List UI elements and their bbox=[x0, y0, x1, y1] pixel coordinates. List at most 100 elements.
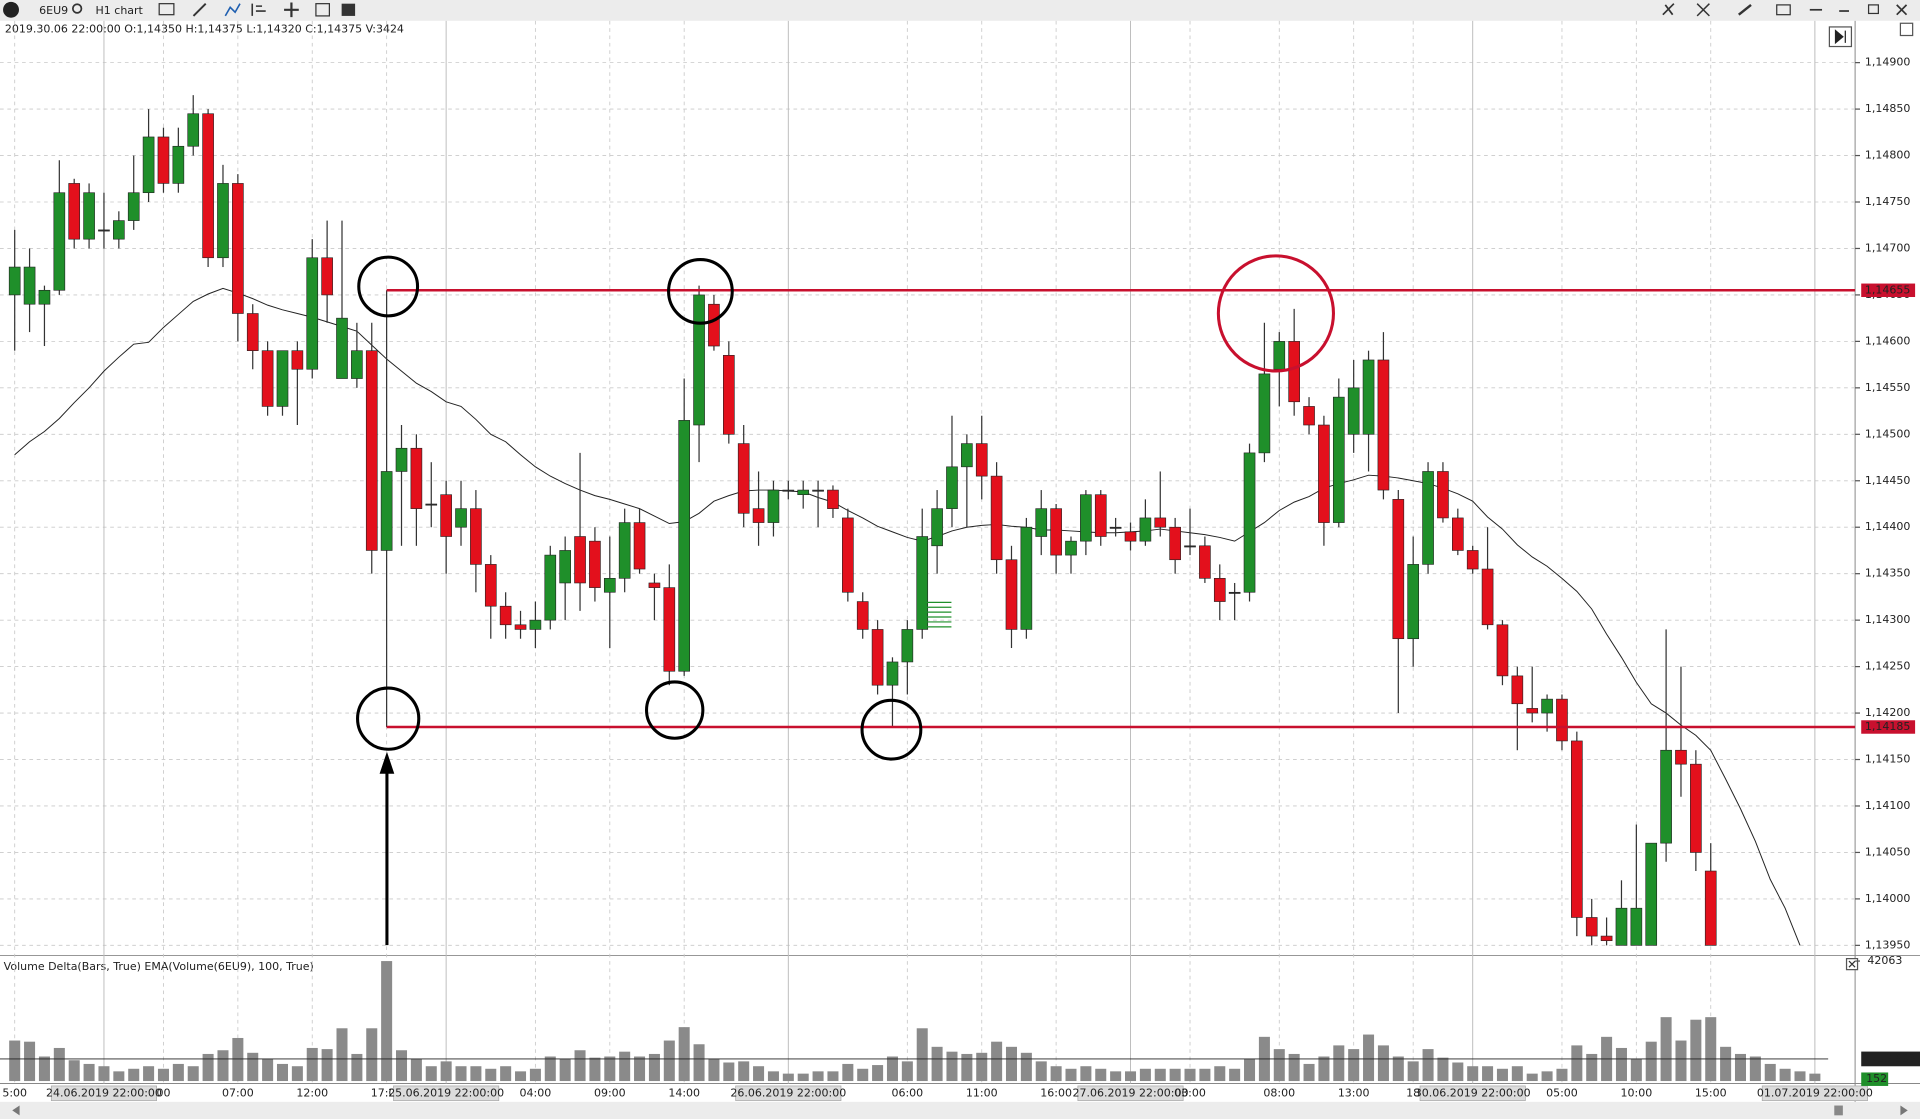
candle-body bbox=[470, 508, 482, 565]
scroll-thumb[interactable] bbox=[1834, 1105, 1843, 1116]
level-label: 1,14655 bbox=[1865, 283, 1911, 296]
add-icon[interactable] bbox=[284, 2, 299, 18]
candle-body bbox=[1645, 842, 1658, 946]
maximize-button[interactable] bbox=[1867, 4, 1879, 15]
candle-body bbox=[842, 517, 854, 593]
candle-body bbox=[1481, 568, 1494, 626]
x-tick-label: 03:00 bbox=[1174, 1086, 1206, 1099]
candle-body bbox=[261, 350, 274, 407]
candle-body bbox=[23, 266, 36, 305]
cross-icon[interactable] bbox=[1696, 3, 1710, 17]
x-tick-label: 05:00 bbox=[1546, 1086, 1578, 1099]
volume-bar bbox=[1571, 1045, 1583, 1082]
y-tick-label: 1,14000 bbox=[1865, 892, 1911, 905]
x-tick-label: 11:00 bbox=[966, 1086, 998, 1099]
volume-bar bbox=[336, 1028, 348, 1082]
x-tick-label: 10:00 bbox=[1620, 1086, 1652, 1099]
candle-body bbox=[603, 578, 616, 593]
search-icon[interactable] bbox=[72, 3, 83, 14]
candle-body bbox=[1392, 499, 1405, 640]
level-flag bbox=[1861, 720, 1916, 734]
volume-bar bbox=[1467, 1066, 1479, 1082]
candle-body bbox=[484, 564, 497, 607]
candle-body bbox=[574, 536, 586, 584]
candle-body bbox=[1020, 526, 1033, 630]
candle-body bbox=[797, 489, 810, 496]
candle-body bbox=[1690, 763, 1702, 853]
volume-bar bbox=[1675, 1040, 1687, 1082]
volume-bar bbox=[68, 1060, 80, 1082]
volume-bar bbox=[172, 1063, 184, 1082]
volume-bar bbox=[1184, 1068, 1196, 1082]
volume-bar bbox=[767, 1071, 779, 1082]
window-icon[interactable] bbox=[315, 3, 330, 17]
x-tick-label: 16:00 bbox=[1040, 1086, 1072, 1099]
volume-bar bbox=[262, 1059, 274, 1082]
volume-bar bbox=[500, 1066, 512, 1082]
chart-type-icon[interactable] bbox=[158, 3, 175, 16]
volume-bar bbox=[1749, 1056, 1761, 1082]
volume-bar bbox=[1615, 1047, 1627, 1082]
scroll-to-end-icon[interactable] bbox=[1834, 29, 1846, 45]
volume-bar bbox=[1392, 1056, 1404, 1082]
volume-bar bbox=[83, 1063, 95, 1082]
camera-icon[interactable] bbox=[1776, 4, 1791, 16]
candle-body bbox=[1213, 578, 1226, 602]
volume-bar bbox=[1407, 1061, 1419, 1082]
y-tick-label: 1,14050 bbox=[1865, 845, 1911, 858]
indicator-close-icon[interactable] bbox=[1848, 960, 1856, 968]
timeframe[interactable]: H1 chart bbox=[96, 4, 144, 17]
layout-icon[interactable] bbox=[251, 3, 266, 16]
link-icon[interactable] bbox=[1738, 3, 1752, 16]
volume-bar bbox=[276, 1063, 288, 1082]
tool-icon[interactable] bbox=[1662, 3, 1675, 16]
grid-layer: 1,14900 1,14850 1,14800 1,14750 1,14700 1,146… bbox=[0, 20, 1911, 1102]
y-tick-label: 1,14100 bbox=[1865, 799, 1911, 812]
volume-bar bbox=[1779, 1068, 1791, 1082]
app-logo[interactable] bbox=[3, 1, 19, 18]
level-label: 1,14185 bbox=[1865, 720, 1911, 733]
symbol[interactable]: 6EU9 bbox=[39, 4, 68, 17]
volume-bar bbox=[1214, 1066, 1226, 1082]
x-tick-label: 18 bbox=[1406, 1086, 1420, 1099]
template-icon[interactable] bbox=[341, 3, 356, 16]
volume-bar bbox=[901, 1061, 913, 1082]
scrollbar[interactable] bbox=[0, 1101, 1920, 1119]
close-button[interactable] bbox=[1896, 4, 1908, 16]
candle-body bbox=[1526, 708, 1539, 714]
volume-bar bbox=[976, 1052, 988, 1082]
scroll-left[interactable] bbox=[12, 1105, 20, 1116]
order-book-marker bbox=[925, 601, 952, 628]
volume-ema-label: 7753,8937 bbox=[1864, 1052, 1920, 1065]
volume-bar bbox=[991, 1041, 1003, 1082]
volume-bar bbox=[1705, 1017, 1717, 1082]
candle-body bbox=[455, 508, 467, 528]
volume-bar bbox=[291, 1066, 303, 1082]
volume-bar bbox=[529, 1068, 541, 1082]
volume-bar bbox=[381, 961, 393, 1082]
volume-bar bbox=[1169, 1068, 1181, 1082]
volume-bar bbox=[812, 1071, 824, 1082]
volume-bar bbox=[678, 1027, 690, 1082]
volume-bar bbox=[1005, 1046, 1017, 1082]
scroll-right[interactable] bbox=[1900, 1105, 1908, 1116]
candle-body bbox=[395, 447, 408, 472]
candle-body bbox=[1080, 494, 1092, 542]
highlight-circle bbox=[357, 255, 420, 318]
candle-body bbox=[410, 447, 423, 509]
indicator-icon[interactable] bbox=[224, 3, 241, 17]
volume-bar bbox=[1764, 1063, 1776, 1082]
candle-body bbox=[336, 317, 348, 379]
candle-body bbox=[321, 257, 333, 296]
volume-bar bbox=[619, 1051, 631, 1082]
candle-body bbox=[1065, 540, 1077, 556]
y-tick-label: 1,14200 bbox=[1865, 706, 1911, 719]
draw-icon[interactable] bbox=[192, 2, 207, 17]
pane-maximize[interactable] bbox=[1899, 22, 1914, 37]
volume-bar bbox=[842, 1063, 854, 1082]
session-label-box bbox=[50, 1085, 157, 1102]
candle-body bbox=[856, 601, 869, 630]
candle-body bbox=[901, 629, 914, 663]
volume-bar bbox=[886, 1056, 898, 1082]
